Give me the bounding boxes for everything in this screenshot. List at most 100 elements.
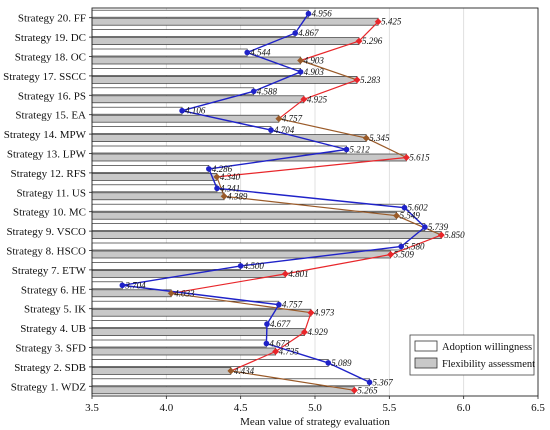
adoption-value-label: 5.580 (404, 242, 425, 252)
adoption-point (292, 30, 299, 36)
flexibility-bar (91, 17, 379, 26)
x-tick-label: 5.0 (308, 402, 322, 414)
category-label: Strategy 18. OC (15, 52, 86, 64)
adoption-bar (91, 223, 426, 231)
category-label: Strategy 19. DC (15, 32, 86, 44)
adoption-value-label: 5.367 (373, 377, 394, 387)
category-label: Strategy 6. HE (21, 284, 86, 296)
flexibility-line-segment (230, 370, 355, 391)
category-label: Strategy 15. EA (15, 110, 86, 122)
adoption-value-label: 5.089 (331, 358, 352, 368)
flexibility-point (374, 18, 382, 26)
flexibility-value-label: 5.850 (444, 230, 465, 240)
adoption-line (122, 13, 426, 383)
adoption-bar (91, 48, 248, 57)
adoption-point (398, 243, 405, 250)
adoption-value-label: 4.903 (304, 67, 325, 77)
flexibility-point (213, 173, 221, 181)
flexibility-bar (91, 37, 360, 45)
flexibility-value-label: 5.265 (357, 385, 378, 395)
flexibility-bar (91, 134, 367, 142)
adoption-value-label: 4.588 (257, 86, 278, 96)
category-label: Strategy 14. MPW (4, 129, 87, 141)
adoption-bar (91, 106, 183, 115)
flexibility-bar (91, 308, 312, 317)
adoption-bar (91, 320, 268, 328)
flexibility-line-segment (300, 40, 360, 62)
adoption-value-label: 4.341 (220, 183, 240, 193)
category-label: Strategy 11. US (16, 187, 86, 199)
flexibility-line-segment (366, 137, 407, 159)
adoption-bar (91, 9, 309, 18)
flexibility-point (272, 347, 280, 356)
flexibility-point (355, 37, 363, 45)
adoption-point (305, 10, 312, 17)
flexibility-point (220, 192, 228, 200)
flexibility-point (300, 95, 308, 103)
adoption-value-label: 3.704 (124, 280, 146, 290)
category-label: Strategy 4. UB (20, 323, 86, 335)
flexibility-point (167, 289, 175, 297)
adoption-bar (91, 359, 329, 367)
adoption-value-label: 4.704 (274, 125, 295, 135)
adoption-bar (91, 339, 267, 348)
flexibility-bar (91, 173, 218, 181)
category-label: Strategy 8. HSCO (6, 246, 86, 258)
flexibility-line-segment (358, 21, 379, 42)
adoption-bar (91, 145, 347, 154)
x-tick-label: 3.5 (85, 402, 99, 414)
x-tick-label: 4.5 (234, 402, 248, 414)
flexibility-value-label: 4.973 (314, 308, 335, 318)
flexibility-value-label: 5.509 (394, 250, 415, 260)
flexibility-value-label: 5.296 (362, 36, 383, 46)
adoption-point (214, 185, 220, 192)
flexibility-bar (91, 231, 442, 239)
flexibility-bar (91, 347, 276, 356)
legend-label-adoption: Adoption willingness (442, 342, 532, 353)
flexibility-line-segment (230, 350, 276, 372)
adoption-bar (91, 165, 210, 173)
x-axis-title: Mean value of strategy evaluation (240, 416, 390, 428)
flexibility-line-segment (216, 176, 225, 197)
flexibility-value-label: 4.903 (304, 56, 325, 66)
category-label: Strategy 13. LPW (7, 149, 87, 161)
flexibility-line-segment (396, 215, 442, 236)
flexibility-value-label: 5.345 (369, 133, 390, 143)
adoption-point (297, 69, 304, 75)
category-label: Strategy 10. MC (13, 207, 86, 219)
adoption-value-label: 4.106 (185, 106, 206, 116)
adoption-point (206, 166, 212, 172)
adoption-point (366, 379, 373, 386)
flexibility-line-segment (303, 312, 312, 333)
adoption-bar (91, 184, 218, 193)
flexibility-line-segment (171, 292, 312, 314)
flexibility-value-label: 5.549 (400, 211, 421, 221)
adoption-value-label: 5.602 (407, 203, 428, 213)
flexibility-value-label: 4.033 (174, 288, 195, 298)
adoption-bar (91, 203, 405, 212)
adoption-bar (91, 378, 370, 387)
flexibility-bar (91, 367, 232, 375)
category-label: Strategy 3. SFD (15, 343, 86, 355)
flexibility-point (350, 386, 358, 394)
flexibility-line-segment (224, 195, 397, 217)
adoption-value-label: 4.757 (282, 300, 303, 310)
axes: Strategy 1. WDZ Strategy 2. SDB Strategy 3… (3, 7, 545, 428)
adoption-value-label: 4.500 (244, 261, 265, 271)
adoption-point (244, 49, 251, 56)
flexibility-line-segment (285, 253, 391, 275)
adoption-bar (91, 262, 242, 270)
flexibility-bar (91, 153, 407, 162)
flexibility-point (387, 250, 395, 259)
adoption-bar (91, 87, 255, 96)
adoption-point (268, 127, 274, 133)
flexibility-line-segment (216, 156, 407, 178)
flexibility-line-segment (171, 273, 286, 294)
x-tick-label: 6.5 (531, 402, 545, 414)
legend-swatch-flexibility (414, 357, 438, 369)
adoption-bar (91, 126, 272, 134)
adoption-value-label: 4.544 (250, 48, 271, 58)
